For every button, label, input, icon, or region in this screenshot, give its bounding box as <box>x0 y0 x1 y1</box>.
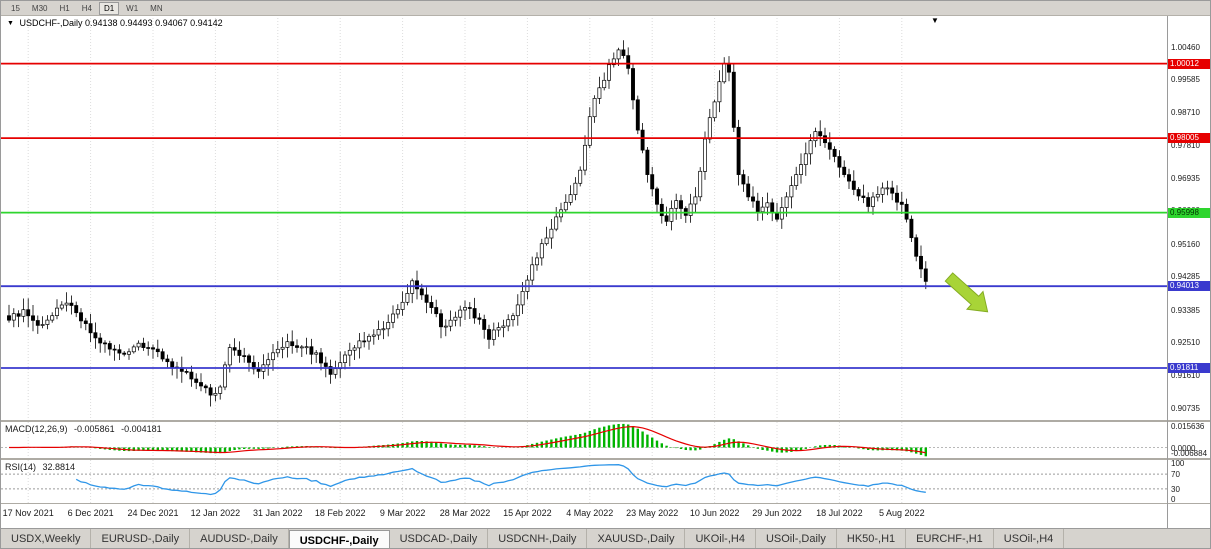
macd-canvas[interactable] <box>1 422 1167 458</box>
price-axis-label: 0.90735 <box>1171 403 1200 413</box>
down-arrow-annotation[interactable] <box>944 272 989 313</box>
rsi-name: RSI(14) <box>5 462 37 472</box>
date-axis-label: 31 Jan 2022 <box>253 508 303 518</box>
timeframe-button-h4[interactable]: H4 <box>81 3 92 13</box>
macd-name: MACD(12,26,9) <box>5 424 68 434</box>
date-axis-label: 12 Jan 2022 <box>190 508 241 518</box>
open-value: 0.94138 <box>84 18 118 28</box>
chart-tab-ukoil[interactable]: UKOil-,H4 <box>685 529 756 548</box>
price-level-tag: 0.94013 <box>1168 281 1210 292</box>
rsi-axis: 100 70 30 0 <box>1168 459 1210 504</box>
date-axis-label: 28 Mar 2022 <box>439 508 491 518</box>
chart-tab-xauusd[interactable]: XAUUSD-,Daily <box>587 529 686 548</box>
main-chart-canvas[interactable] <box>1 15 1167 420</box>
date-axis-label: 24 Dec 2021 <box>127 508 179 518</box>
price-axis-label: 1.00460 <box>1171 42 1200 52</box>
main-chart-area[interactable] <box>1 15 1167 420</box>
macd-signal-value: -0.004181 <box>121 424 162 434</box>
chart-tab-audusd[interactable]: AUDUSD-,Daily <box>190 529 289 548</box>
timeframe-button-d1[interactable]: D1 <box>98 1 120 15</box>
chart-tab-eurusd[interactable]: EURUSD-,Daily <box>91 529 191 548</box>
price-axis-label: 0.93385 <box>1171 305 1200 315</box>
price-level-tag: 0.95998 <box>1168 207 1210 218</box>
timeframe-button-w1[interactable]: W1 <box>126 3 139 13</box>
rsi-axis-label: 100 <box>1171 459 1185 468</box>
chart-shift-marker-icon[interactable]: ▼ <box>931 16 939 25</box>
macd-axis-label: 0.015636 <box>1171 422 1205 431</box>
timeframe-button-mn[interactable]: MN <box>150 3 163 13</box>
chart-tab-bar: USDX,Weekly EURUSD-,Daily AUDUSD-,Daily USD… <box>1 528 1210 548</box>
symbol-period-label: USDCHF-,Daily <box>19 18 83 28</box>
timeframe-button-15[interactable]: 15 <box>11 3 20 13</box>
date-axis-label: 18 Jul 2022 <box>816 508 863 518</box>
rsi-axis-label: 70 <box>1171 470 1180 480</box>
price-axis-label: 0.91610 <box>1171 371 1200 381</box>
price-axis-label: 0.92510 <box>1171 338 1200 348</box>
macd-axis: 0.015636 0.0000 -0.006884 <box>1168 422 1210 458</box>
macd-axis-label: 0.0000 <box>1171 443 1196 453</box>
chart-tab-eurchf[interactable]: EURCHF-,H1 <box>906 529 994 548</box>
chart-tab-usdchf[interactable]: USDCHF-,Daily <box>288 530 390 548</box>
date-axis-label: 15 Apr 2022 <box>503 508 552 518</box>
rsi-value: 32.8814 <box>42 462 76 472</box>
chart-tab-usdcnh[interactable]: USDCNH-,Daily <box>488 529 588 548</box>
price-axis-label: 0.95160 <box>1171 239 1200 249</box>
timeframe-button-h1[interactable]: H1 <box>59 3 70 13</box>
price-level-tag: 0.98005 <box>1168 133 1210 144</box>
panel-separator[interactable] <box>1 458 1210 460</box>
macd-axis-label: -0.006884 <box>1171 449 1208 458</box>
timeframe-toolbar: 15 M30 H1 H4 D1 W1 MN <box>1 1 1210 16</box>
price-axis-label: 0.98710 <box>1171 107 1200 117</box>
date-axis-label: 5 Aug 2022 <box>879 508 925 518</box>
price-axis-border <box>1167 15 1168 528</box>
price-level-tag: 1.00012 <box>1168 58 1210 69</box>
ohlc-info-line: ▼ USDCHF-,Daily 0.94138 0.94493 0.94067 … <box>7 18 223 28</box>
macd-panel[interactable] <box>1 422 1167 458</box>
date-axis-label: 9 Mar 2022 <box>379 508 426 518</box>
high-value: 0.94493 <box>120 18 153 28</box>
rsi-axis-label: 0 <box>1171 495 1176 504</box>
price-level-tag: 0.91811 <box>1168 362 1210 373</box>
date-axis-label: 23 May 2022 <box>626 508 679 518</box>
macd-label-line: MACD(12,26,9) -0.005861 -0.004181 <box>5 424 166 434</box>
timeframe-button-m30[interactable]: M30 <box>31 3 48 13</box>
price-axis[interactable]: 1.004600.995850.987100.978100.969350.960… <box>1168 15 1210 420</box>
low-value: 0.94067 <box>155 18 188 28</box>
rsi-panel[interactable] <box>1 460 1167 503</box>
panel-separator[interactable] <box>1 420 1210 422</box>
rsi-label-line: RSI(14) 32.8814 <box>5 462 79 472</box>
date-axis-label: 18 Feb 2022 <box>314 508 366 518</box>
quote-direction-icon[interactable]: ▼ <box>7 20 14 27</box>
price-axis-label: 0.94285 <box>1171 272 1200 282</box>
chart-tab-usdx[interactable]: USDX,Weekly <box>1 529 92 548</box>
price-axis-label: 0.97810 <box>1171 141 1200 151</box>
date-axis-label: 10 Jun 2022 <box>689 508 740 518</box>
date-axis-label: 6 Dec 2021 <box>67 508 114 518</box>
panel-separator <box>1 503 1210 504</box>
date-axis-label: 29 Jun 2022 <box>752 508 802 518</box>
rsi-axis-label: 30 <box>1171 484 1180 494</box>
price-axis-label: 0.99585 <box>1171 75 1200 85</box>
price-axis-label: 0.96935 <box>1171 173 1200 183</box>
macd-main-value: -0.005861 <box>74 424 115 434</box>
date-axis[interactable]: 17 Nov 2021 6 Dec 2021 24 Dec 2021 12 Jan 2… <box>1 504 1167 528</box>
chart-tab-usdcad[interactable]: USDCAD-,Daily <box>390 529 489 548</box>
close-value: 0.94142 <box>190 18 223 28</box>
date-axis-label: 17 Nov 2021 <box>2 508 54 518</box>
chart-tab-usoil[interactable]: USOil-,H4 <box>994 529 1065 548</box>
rsi-canvas[interactable] <box>1 460 1167 503</box>
chart-tab-hk50[interactable]: HK50-,H1 <box>837 529 907 548</box>
date-axis-label: 4 May 2022 <box>566 508 614 518</box>
chart-tab-usoil[interactable]: USOil-,Daily <box>756 529 837 548</box>
